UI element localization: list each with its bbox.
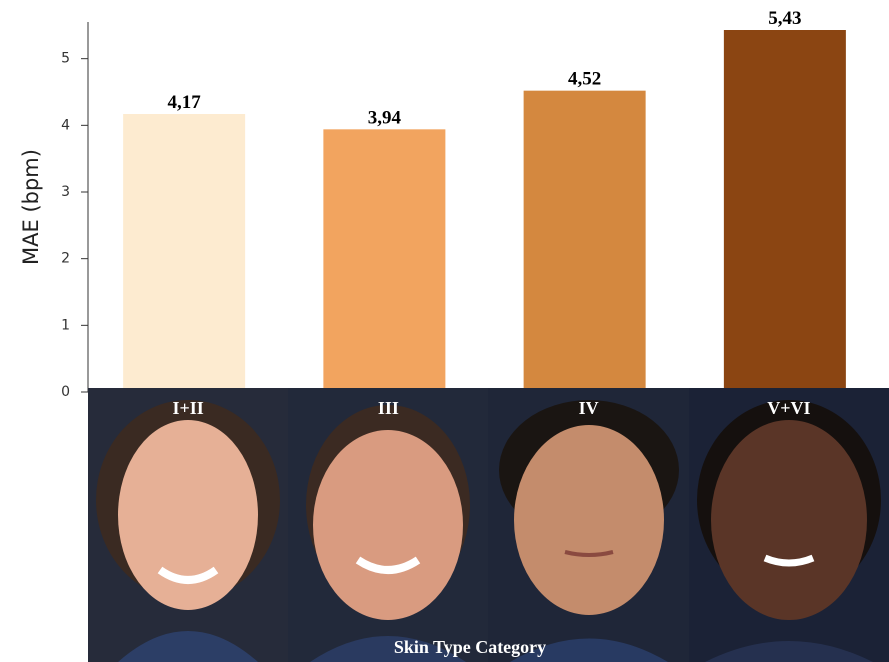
photo-strip (88, 388, 889, 662)
value-label: 4,17 (168, 92, 202, 113)
x-axis-label: Skin Type Category (394, 637, 546, 657)
face-photo (88, 388, 288, 662)
bar (123, 114, 246, 392)
y-tick-label: 5 (61, 51, 70, 67)
y-tick-label: 2 (61, 251, 70, 267)
y-tick-label: 0 (61, 384, 70, 400)
x-tick-label: III (378, 398, 399, 418)
value-label: 3,94 (368, 107, 402, 128)
bar (723, 30, 846, 392)
x-tick-label: V+VI (767, 398, 810, 418)
value-label: 5,43 (768, 8, 801, 29)
face-photo (689, 388, 889, 662)
x-tick-label: I+II (172, 398, 203, 418)
face-photo (488, 388, 689, 662)
x-tick-label: IV (579, 398, 599, 418)
y-axis-label: MAE (bpm) (19, 149, 43, 265)
y-tick-label: 4 (61, 117, 70, 133)
y-tick-label: 1 (61, 317, 70, 333)
value-label: 4,52 (568, 69, 601, 90)
bar (323, 129, 446, 393)
face-photo (288, 388, 488, 662)
bar (523, 90, 646, 393)
y-tick-label: 3 (61, 184, 70, 200)
